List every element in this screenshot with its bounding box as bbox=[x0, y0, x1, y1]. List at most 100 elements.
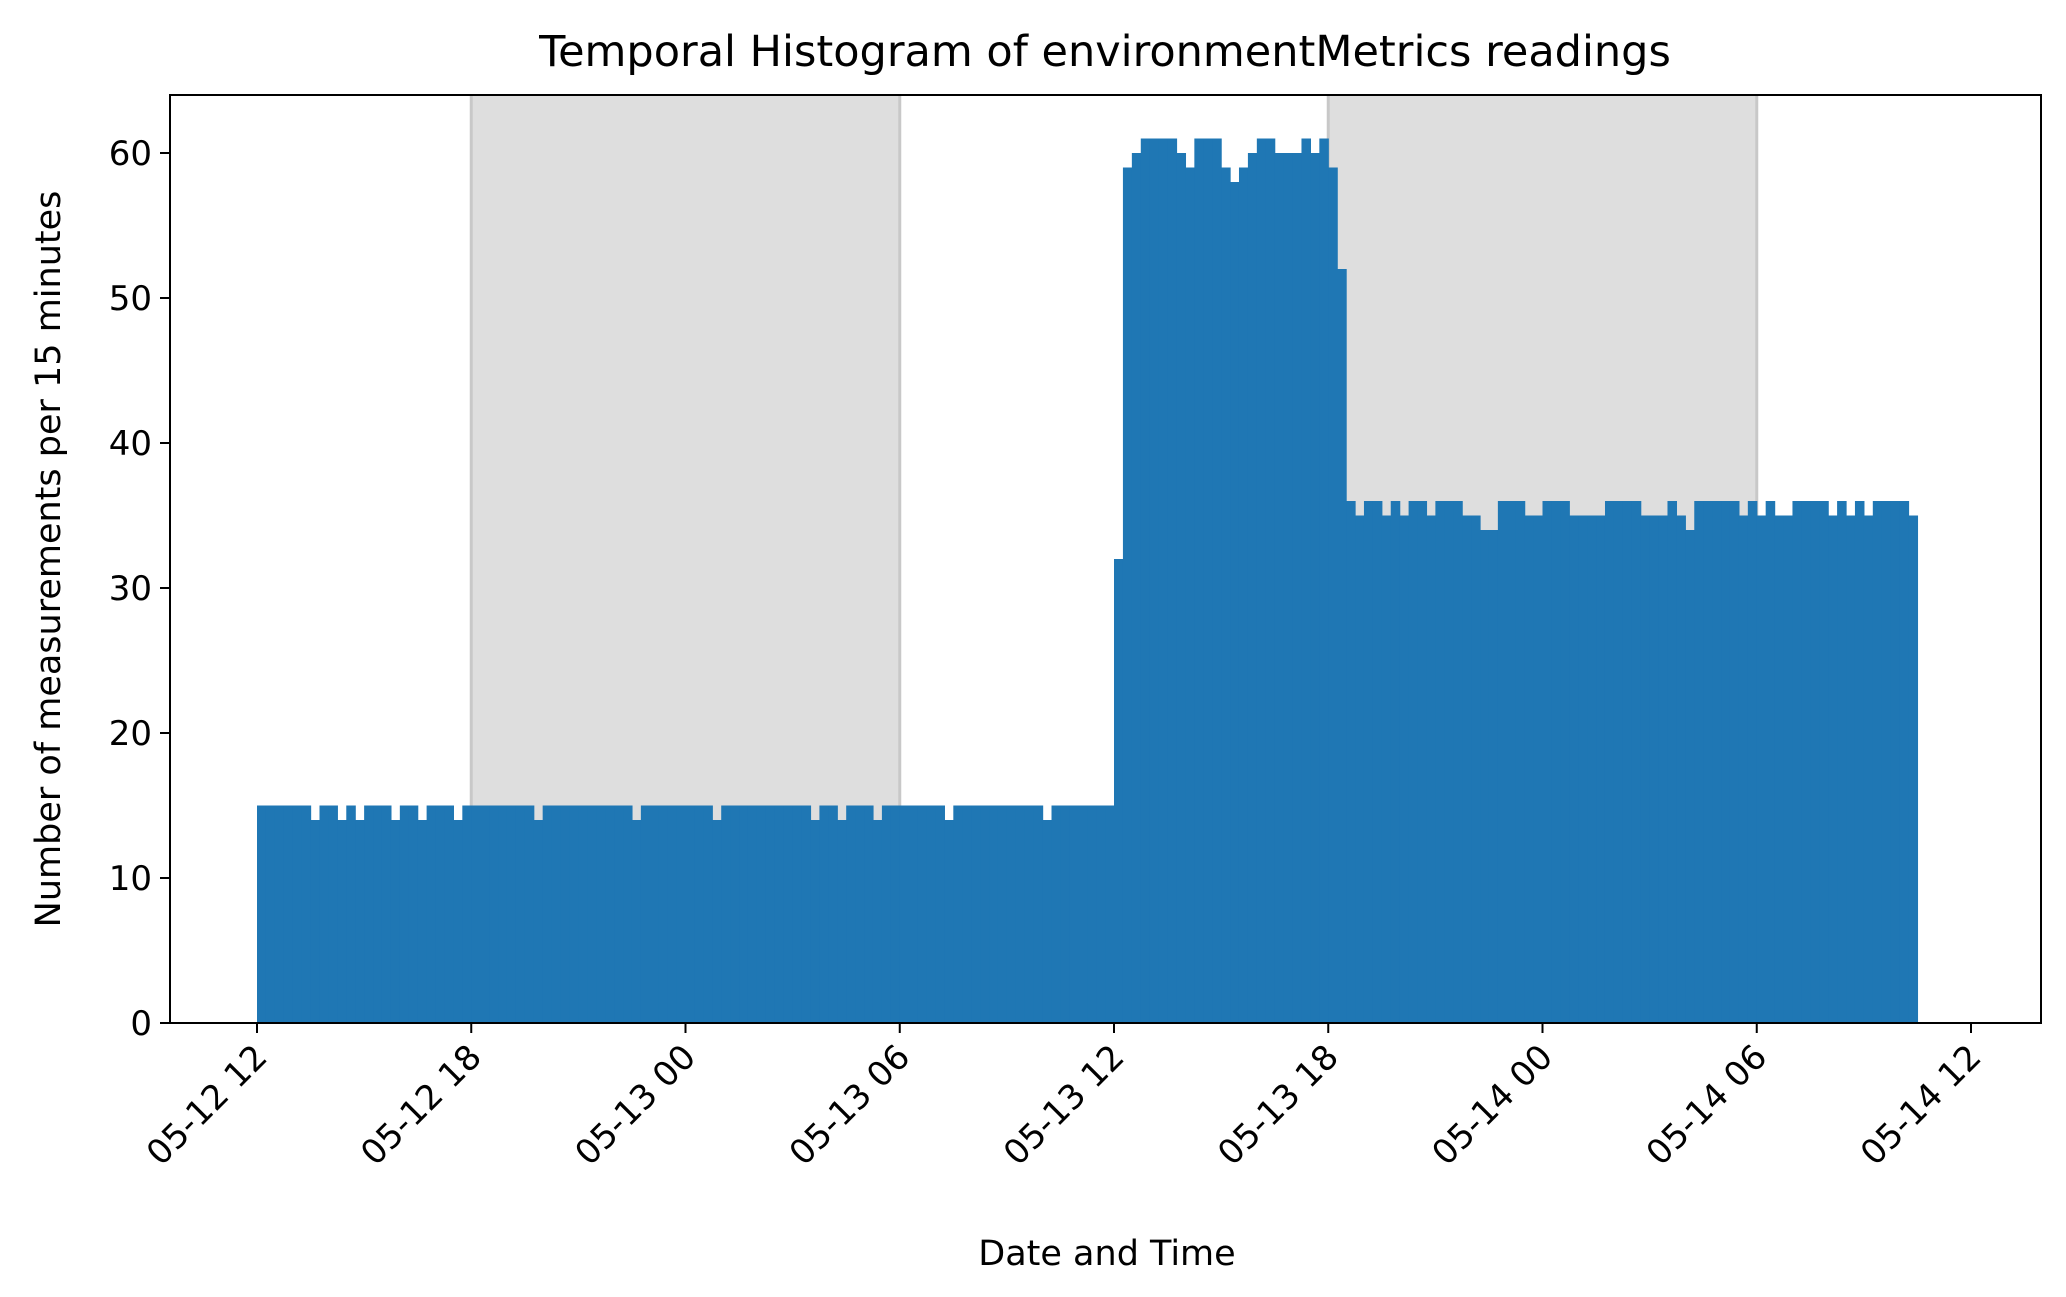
histogram-bar bbox=[1524, 515, 1535, 1023]
x-axis: 05-12 12 05-12 18 05-13 00 05-13 06 05-13 12… bbox=[139, 1023, 1989, 1173]
histogram-bar bbox=[1453, 501, 1463, 1023]
histogram-bar bbox=[1363, 501, 1374, 1023]
histogram-bar bbox=[1703, 501, 1713, 1023]
histogram-bar bbox=[515, 805, 526, 1023]
histogram-bar bbox=[1828, 515, 1838, 1023]
histogram-bar bbox=[1078, 805, 1088, 1023]
histogram-bar bbox=[917, 805, 928, 1023]
histogram-bar bbox=[292, 805, 303, 1023]
y-tick-label: 10 bbox=[109, 859, 152, 899]
chart-title: Temporal Histogram of environmentMetrics… bbox=[538, 27, 1671, 77]
histogram-bar bbox=[1015, 805, 1026, 1023]
histogram-bar bbox=[257, 805, 267, 1023]
histogram-bar bbox=[462, 805, 472, 1023]
histogram-bar bbox=[1114, 559, 1124, 1023]
histogram-bar bbox=[926, 805, 937, 1023]
histogram-bar bbox=[1212, 138, 1222, 1023]
histogram-bar bbox=[1747, 501, 1758, 1023]
histogram-bar bbox=[694, 805, 704, 1023]
histogram-bar bbox=[1319, 138, 1329, 1023]
histogram-bar bbox=[649, 805, 660, 1023]
histogram-bar bbox=[872, 820, 883, 1023]
histogram-bar bbox=[1087, 805, 1097, 1023]
histogram-bar bbox=[792, 805, 803, 1023]
histogram-bar bbox=[1819, 501, 1829, 1023]
histogram-bar bbox=[506, 805, 517, 1023]
histogram-bar bbox=[1658, 515, 1669, 1023]
histogram-bar bbox=[1506, 501, 1517, 1023]
histogram-bar bbox=[1149, 138, 1160, 1023]
histogram-bar bbox=[765, 805, 776, 1023]
histogram-bar bbox=[417, 820, 428, 1023]
histogram-bar bbox=[614, 805, 624, 1023]
histogram-bar bbox=[890, 805, 901, 1023]
histogram-bar bbox=[1872, 501, 1883, 1023]
histogram-bar bbox=[1596, 515, 1606, 1023]
x-tick-label: 05-13 00 bbox=[567, 1037, 703, 1173]
histogram-bar bbox=[1381, 515, 1392, 1023]
histogram-bar bbox=[328, 805, 338, 1023]
histogram-bar bbox=[1649, 515, 1660, 1023]
histogram-bar bbox=[1792, 501, 1802, 1023]
histogram-bar bbox=[1265, 138, 1276, 1023]
histogram-bar bbox=[989, 805, 999, 1023]
histogram-bar bbox=[1837, 501, 1847, 1023]
histogram-bar bbox=[1122, 167, 1133, 1023]
histogram-bar bbox=[578, 805, 588, 1023]
histogram-bar bbox=[1256, 138, 1267, 1023]
y-tick-label: 20 bbox=[109, 714, 152, 754]
histogram-bar bbox=[1140, 138, 1151, 1023]
y-tick-label: 0 bbox=[130, 1004, 152, 1044]
histogram-bar bbox=[1328, 167, 1338, 1023]
histogram-bar bbox=[542, 805, 553, 1023]
histogram-bar bbox=[819, 805, 829, 1023]
histogram-bar bbox=[453, 820, 463, 1023]
histogram-bar bbox=[1105, 805, 1115, 1023]
histogram-bar bbox=[703, 805, 713, 1023]
histogram-bars bbox=[257, 138, 1919, 1023]
histogram-bar bbox=[1515, 501, 1526, 1023]
histogram-bar bbox=[810, 820, 821, 1023]
histogram-bar bbox=[1194, 138, 1204, 1023]
x-tick-label: 05-13 12 bbox=[996, 1037, 1132, 1173]
histogram-bar bbox=[631, 820, 642, 1023]
histogram-bar bbox=[962, 805, 972, 1023]
histogram-bar bbox=[944, 820, 954, 1023]
histogram-bar bbox=[1390, 501, 1401, 1023]
histogram-bar bbox=[1131, 153, 1142, 1023]
histogram-bar bbox=[1578, 515, 1588, 1023]
histogram-bar bbox=[1238, 167, 1249, 1023]
histogram-bar bbox=[1542, 501, 1553, 1023]
histogram-bar bbox=[1801, 501, 1811, 1023]
histogram-bar bbox=[1560, 501, 1570, 1023]
histogram-bar bbox=[551, 805, 562, 1023]
histogram-bar bbox=[721, 805, 731, 1023]
x-tick-label: 05-12 12 bbox=[139, 1037, 275, 1173]
histogram-bar bbox=[980, 805, 990, 1023]
histogram-bar bbox=[1203, 138, 1213, 1023]
histogram-bar bbox=[605, 805, 615, 1023]
histogram-bar bbox=[1640, 515, 1651, 1023]
histogram-bar bbox=[1587, 515, 1597, 1023]
histogram-bar bbox=[1604, 501, 1615, 1023]
histogram-bar bbox=[837, 820, 847, 1023]
histogram-bar bbox=[444, 805, 454, 1023]
histogram-bar bbox=[1676, 515, 1686, 1023]
histogram-bar bbox=[1310, 153, 1320, 1023]
x-tick-label: 05-12 18 bbox=[353, 1037, 489, 1173]
histogram-bar bbox=[489, 805, 499, 1023]
histogram-bar bbox=[1337, 269, 1347, 1023]
histogram-bar bbox=[1292, 153, 1303, 1023]
histogram-bar bbox=[1042, 820, 1053, 1023]
histogram-bar bbox=[1426, 515, 1436, 1023]
histogram-bar bbox=[1908, 515, 1919, 1023]
histogram-bar bbox=[1497, 501, 1508, 1023]
y-axis: 0 10 20 30 40 50 60 bbox=[109, 134, 170, 1044]
histogram-bar bbox=[828, 805, 838, 1023]
histogram-bar bbox=[997, 805, 1008, 1023]
histogram-bar bbox=[855, 805, 865, 1023]
histogram-bar bbox=[1176, 153, 1187, 1023]
histogram-bar bbox=[774, 805, 785, 1023]
histogram-bar bbox=[881, 805, 892, 1023]
